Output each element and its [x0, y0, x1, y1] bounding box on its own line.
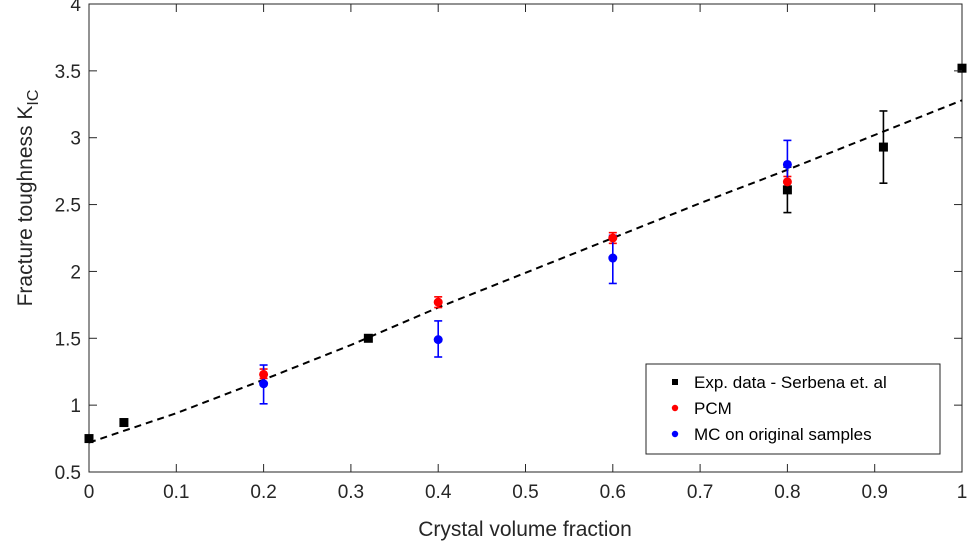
data-point-exp-data-serbena-et-al: [957, 63, 967, 73]
x-tick-label: 0.3: [338, 482, 364, 503]
y-axis: 0.5 1 1.5 2 2.5 3 3.5 4: [55, 0, 962, 484]
x-axis: 0 0.1 0.2 0.3 0.4 0.5 0.6 0.7 0.8 0.9 1: [84, 4, 967, 503]
x-tick-label: 0: [84, 482, 95, 503]
data-point-exp-data-serbena-et-al: [119, 418, 129, 428]
legend-box: [645, 363, 941, 455]
legend-marker: [672, 379, 678, 385]
legend: Exp. data - Serbena et. al PCM MC on origi…: [645, 363, 941, 455]
fit-line-layer: [88, 99, 963, 444]
y-tick-label: 3.5: [55, 62, 81, 83]
x-tick-label: 0.2: [250, 482, 276, 503]
data-point-pcm: [782, 177, 792, 187]
x-tick-label: 0.5: [512, 482, 538, 503]
legend-items: Exp. data - Serbena et. al PCM MC on origi…: [671, 373, 887, 444]
y-tick-label: 2.5: [55, 196, 81, 217]
y-tick-label: 3: [70, 129, 81, 150]
y-axis-title-main: Fracture toughness K: [14, 106, 37, 307]
y-tick-label: 0.5: [55, 463, 81, 484]
legend-label: PCM: [694, 399, 732, 418]
data-point-mc-on-original-samples: [782, 159, 792, 169]
x-tick-label: 0.7: [687, 482, 713, 503]
y-tick-label: 1: [70, 396, 81, 417]
data-point-exp-data-serbena-et-al: [363, 333, 373, 343]
legend-marker: [671, 430, 679, 438]
data-point-mc-on-original-samples: [433, 335, 443, 345]
x-tick-label: 0.8: [774, 482, 800, 503]
fit-line: [88, 99, 963, 444]
data-point-pcm: [259, 369, 269, 379]
data-point-mc-on-original-samples: [259, 379, 269, 389]
y-axis-title-subscript: IC: [25, 90, 42, 106]
x-tick-label: 0.1: [163, 482, 189, 503]
y-axis-title: Fracture toughness KIC: [14, 90, 42, 307]
legend-label: Exp. data - Serbena et. al: [694, 373, 887, 392]
y-tick-label: 1.5: [55, 329, 81, 350]
legend-label: MC on original samples: [694, 425, 872, 444]
legend-marker: [671, 404, 679, 412]
data-point-exp-data-serbena-et-al: [782, 185, 792, 195]
data-point-exp-data-serbena-et-al: [84, 434, 94, 444]
data-point-exp-data-serbena-et-al: [878, 142, 888, 152]
x-tick-label: 0.6: [600, 482, 626, 503]
x-axis-title: Crystal volume fraction: [418, 518, 632, 541]
y-tick-label: 2: [70, 262, 81, 283]
x-tick-label: 1: [957, 482, 967, 503]
x-tick-label: 0.9: [861, 482, 887, 503]
data-point-pcm: [433, 297, 443, 307]
y-tick-label: 4: [70, 0, 81, 16]
x-tick-label: 0.4: [425, 482, 452, 503]
data-point-mc-on-original-samples: [608, 253, 618, 263]
data-point-pcm: [608, 233, 618, 243]
marker-layer: [84, 63, 967, 444]
